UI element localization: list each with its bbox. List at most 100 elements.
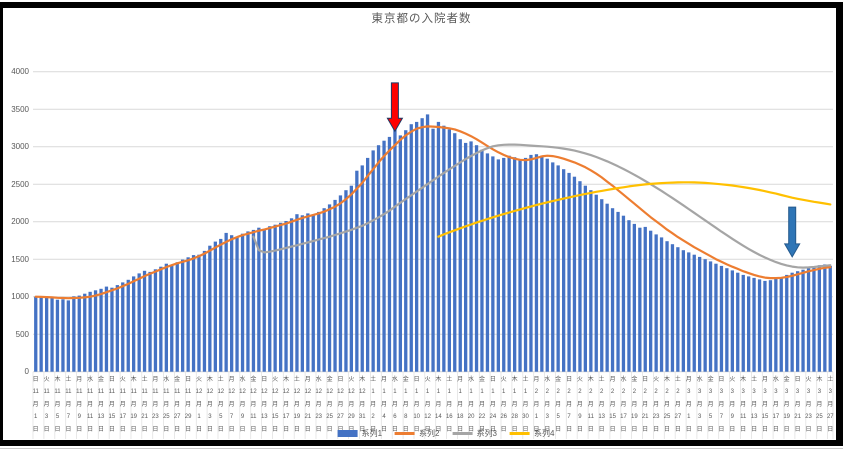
bar-series1[interactable] [545,158,549,372]
bar-series1[interactable] [431,128,435,372]
bar-series1[interactable] [610,208,615,372]
bar-series1[interactable] [480,149,484,372]
line-系列2[interactable] [34,125,832,300]
bar-series1[interactable] [159,266,163,372]
bar-series1[interactable] [404,130,408,372]
bar-series1[interactable] [104,286,109,372]
bar-series1[interactable] [219,238,223,372]
bar-series1[interactable] [474,145,479,372]
bar-series1[interactable] [186,257,190,372]
bar-series1[interactable] [262,228,266,372]
bar-series1[interactable] [251,229,256,372]
bar-series1[interactable] [257,227,261,372]
bar-series1[interactable] [534,154,539,372]
bar-series1[interactable] [654,234,658,372]
red-arrow[interactable] [386,82,404,133]
bar-series1[interactable] [453,133,457,372]
bar-series1[interactable] [235,236,239,372]
bar-series1[interactable] [469,141,473,372]
bar-series1[interactable] [719,265,724,372]
bar-series1[interactable] [268,226,272,372]
bar-series1[interactable] [600,199,604,372]
bar-series1[interactable] [676,247,680,372]
bar-series1[interactable] [88,291,92,372]
bar-series1[interactable] [763,280,767,372]
bar-series1[interactable] [670,244,675,372]
legend-item-series1[interactable]: 系列1 [337,428,382,439]
bar-series1[interactable] [99,288,103,372]
legend-item-series3[interactable]: 系列3 [452,428,497,439]
bar-series1[interactable] [616,211,620,372]
bar-series1[interactable] [137,273,141,372]
bar-series1[interactable] [327,204,332,372]
bar-series1[interactable] [338,195,343,372]
bar-series1[interactable] [687,252,691,372]
bar-series1[interactable] [387,136,392,372]
bar-series1[interactable] [273,224,277,372]
bar-series1[interactable] [502,157,506,372]
bar-series1[interactable] [627,220,631,372]
bar-series1[interactable] [311,215,315,372]
bar-series1[interactable] [649,230,653,372]
bar-series1[interactable] [638,227,642,372]
bar-series1[interactable] [425,114,430,372]
bar-series1[interactable] [757,279,762,372]
bar-series1[interactable] [796,271,800,372]
bar-series1[interactable] [643,226,647,372]
bar-series1[interactable] [230,235,234,372]
bar-series1[interactable] [191,255,196,372]
bar-series1[interactable] [34,296,38,372]
bar-series1[interactable] [681,250,685,372]
bar-series1[interactable] [785,274,789,372]
bar-series1[interactable] [72,296,76,372]
bar-series1[interactable] [246,231,250,372]
bar-series1[interactable] [142,270,147,372]
bar-series1[interactable] [175,262,179,372]
bar-series1[interactable] [333,199,337,372]
line-系列3[interactable] [252,143,832,269]
bar-series1[interactable] [181,259,185,372]
bar-series1[interactable] [779,277,783,372]
bar-series1[interactable] [148,271,152,372]
bar-series1[interactable] [747,276,751,372]
bar-series1[interactable] [562,169,566,372]
bar-series1[interactable] [491,156,495,372]
bar-series1[interactable] [790,272,794,372]
legend-item-series4[interactable]: 系列4 [509,428,554,439]
bar-series1[interactable] [153,269,158,372]
bar-series1[interactable] [240,233,245,372]
bar-series1[interactable] [115,285,119,372]
bar-series1[interactable] [317,211,321,372]
bar-series1[interactable] [812,266,816,372]
bar-series1[interactable] [300,215,304,372]
bar-series1[interactable] [420,118,424,372]
bar-series1[interactable] [801,269,805,372]
bar-series1[interactable] [513,157,517,372]
bar-series1[interactable] [371,150,375,372]
bar-series1[interactable] [322,208,326,372]
bar-series1[interactable] [752,277,756,372]
bar-series1[interactable] [464,142,468,372]
bar-series1[interactable] [197,254,201,372]
bar-series1[interactable] [355,170,359,372]
bar-series1[interactable] [529,154,533,372]
bar-series1[interactable] [349,185,353,372]
bar-series1[interactable] [164,263,168,372]
bar-series1[interactable] [578,181,582,372]
bar-series1[interactable] [583,185,587,372]
bar-series1[interactable] [621,215,626,372]
bar-series1[interactable] [817,265,821,372]
chart-legend[interactable]: 系列1 系列2 系列3 系列4 [337,428,554,439]
bar-series1[interactable] [409,124,413,372]
bar-series1[interactable] [632,223,636,372]
bar-series1[interactable] [823,264,827,372]
bar-series1[interactable] [507,155,511,372]
bar-series1[interactable] [393,126,397,372]
bar-series1[interactable] [730,270,734,372]
line-系列4[interactable] [437,181,832,238]
bar-series1[interactable] [55,299,60,372]
bar-series1[interactable] [692,254,696,372]
bar-series1[interactable] [279,222,283,372]
bar-series1[interactable] [518,160,522,372]
bar-series1[interactable] [306,213,310,372]
